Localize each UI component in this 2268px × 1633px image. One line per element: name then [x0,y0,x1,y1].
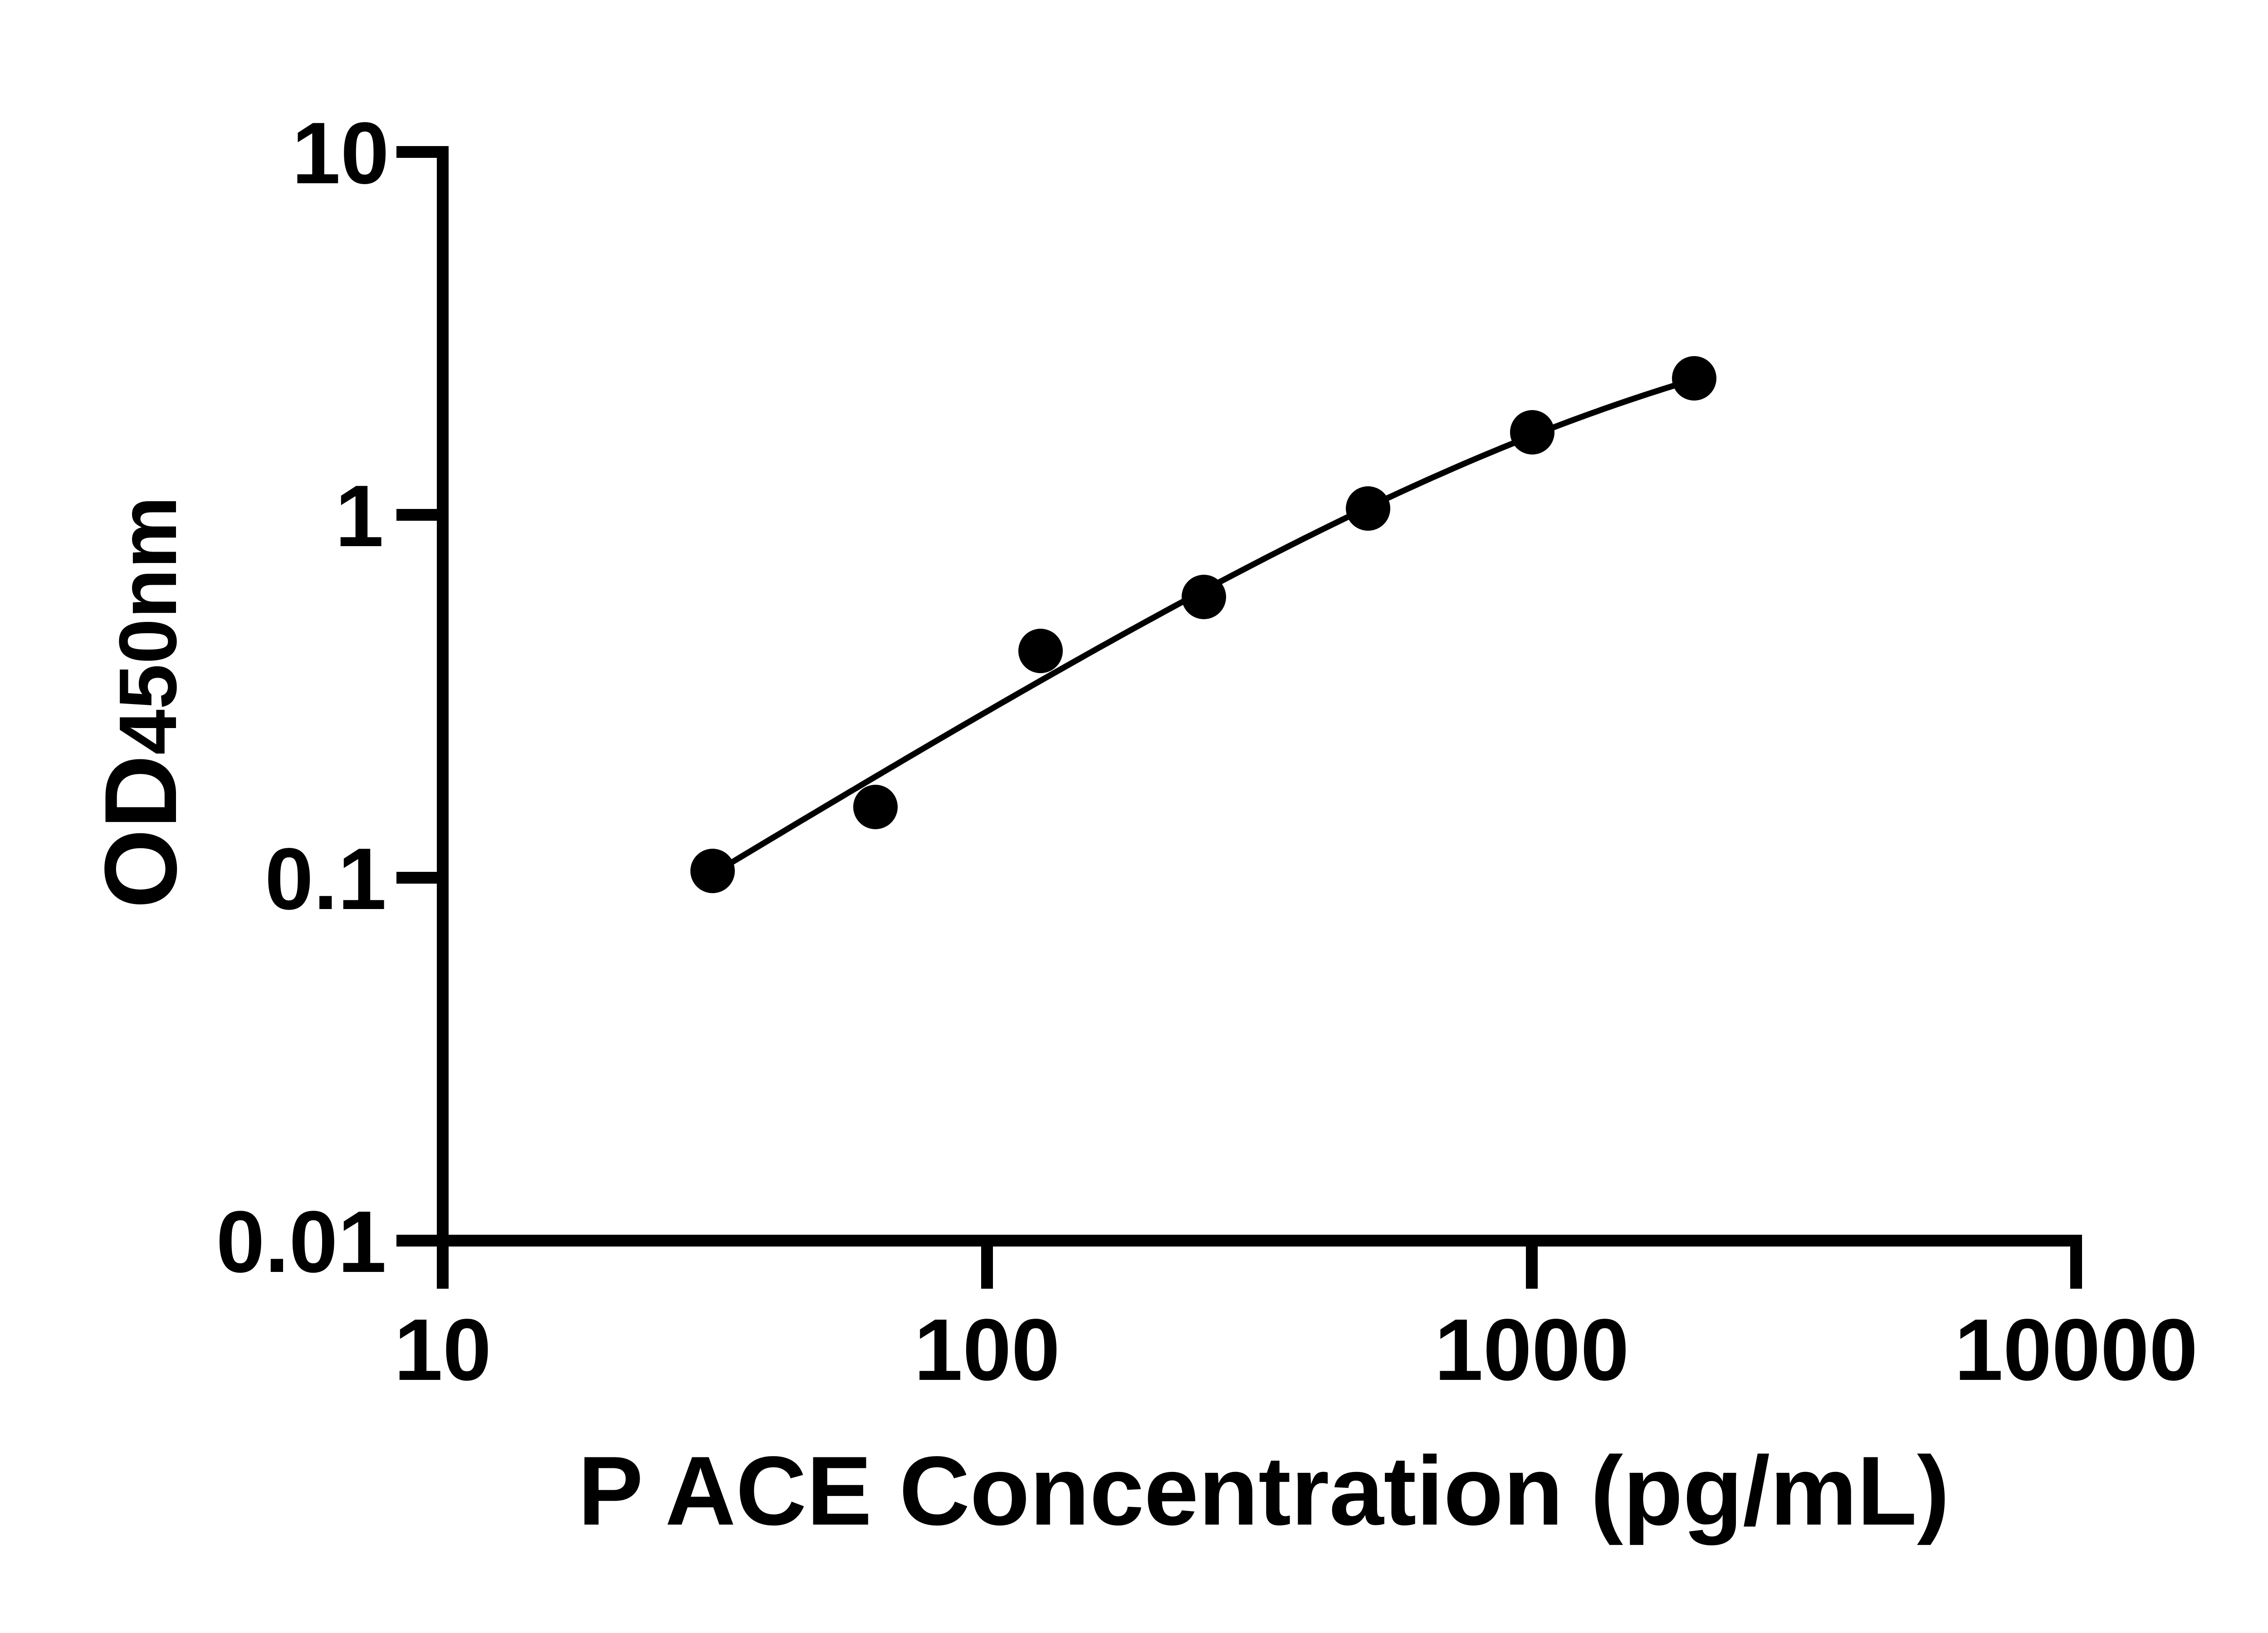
svg-text:P ACE Concentration (pg/mL): P ACE Concentration (pg/mL) [578,1436,1950,1545]
svg-text:10: 10 [292,104,389,202]
svg-text:100: 100 [914,1301,1060,1398]
svg-text:0.01: 0.01 [216,1193,386,1291]
svg-text:10000: 10000 [1955,1301,2198,1398]
svg-text:1000: 1000 [1434,1301,1629,1398]
svg-text:OD450nm: OD450nm [83,496,198,909]
svg-text:10: 10 [394,1301,492,1398]
svg-text:1: 1 [335,467,384,565]
svg-text:0.1: 0.1 [265,830,386,928]
